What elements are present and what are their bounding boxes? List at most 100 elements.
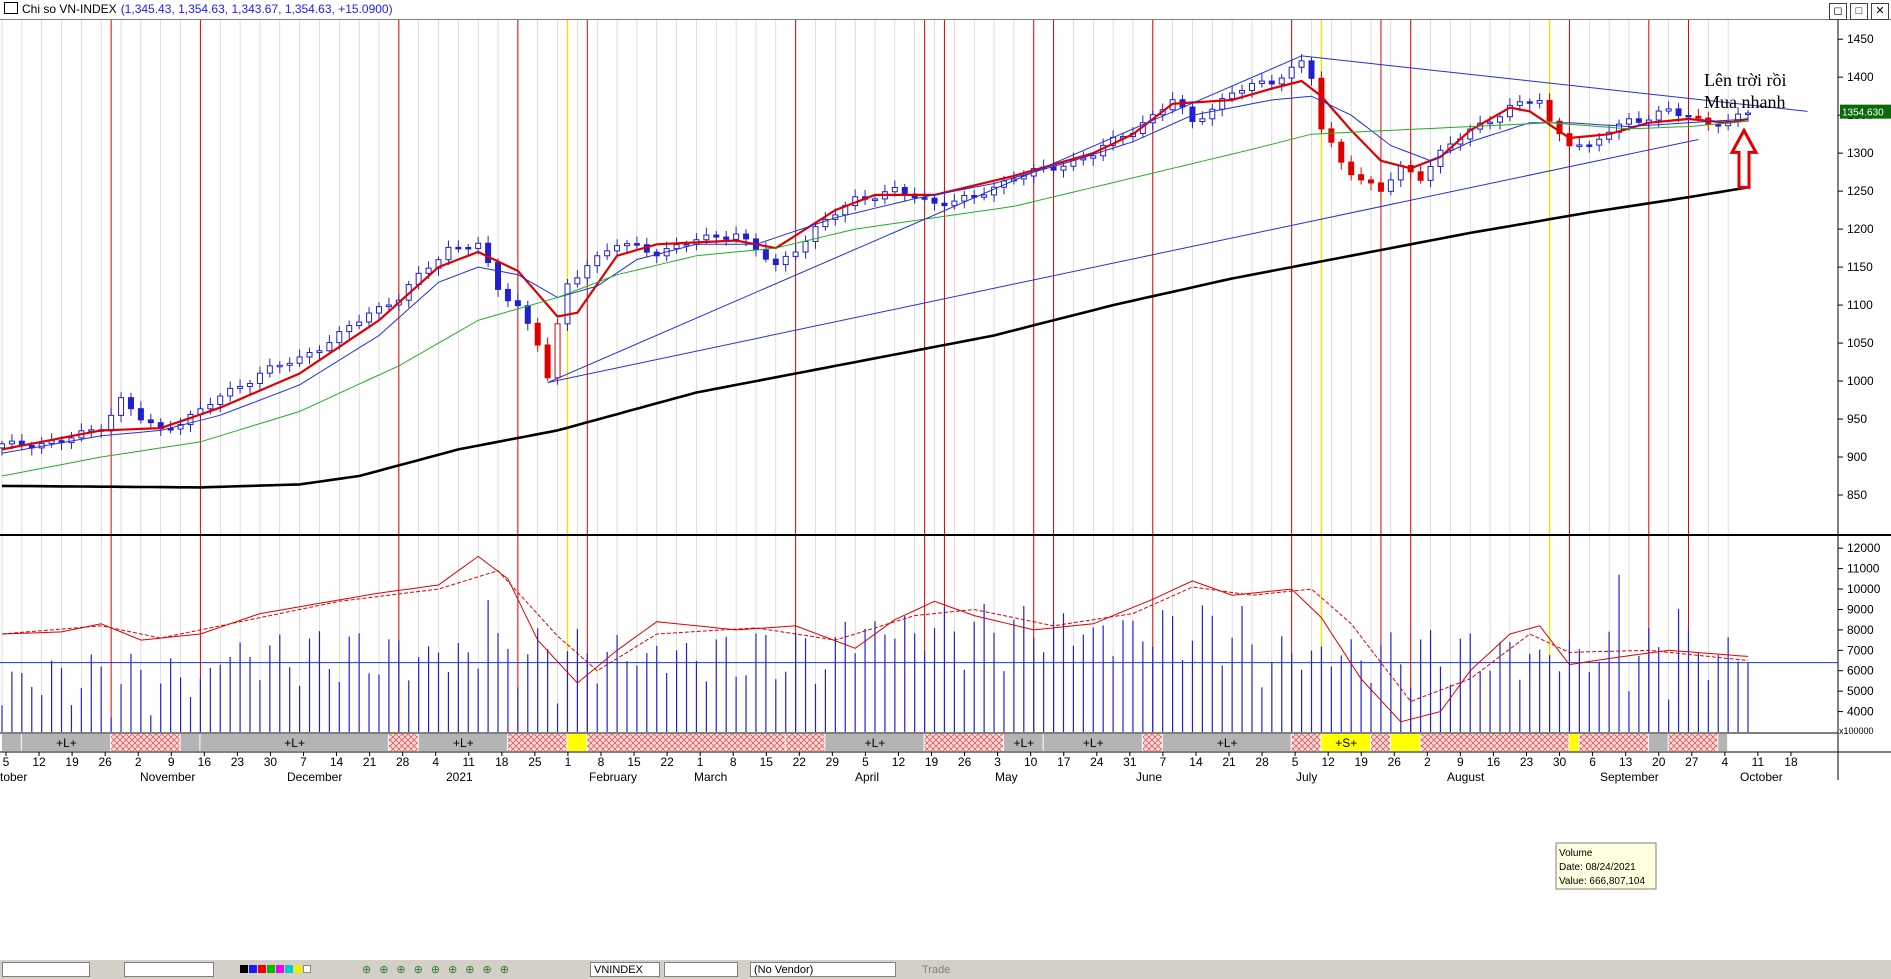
cycle-label: +L+	[1083, 736, 1104, 750]
candle-body	[326, 342, 333, 352]
date-tick-label: 23	[231, 755, 245, 769]
date-tick-label: 26	[958, 755, 972, 769]
cycle-strip: +L+ +L+ +L+ +L+ +L+ +L+ +L+ +S+	[2, 734, 1728, 751]
candle-body	[1745, 112, 1751, 116]
candle-body	[1496, 116, 1503, 123]
candle-body	[534, 322, 541, 346]
date-tick-label: 4	[1721, 755, 1728, 769]
annotation-line-2: Mua nhanh	[1704, 92, 1785, 112]
month-label: September	[1600, 770, 1659, 784]
date-tick-label: 5	[3, 755, 10, 769]
candle-body	[733, 233, 740, 240]
cycle-segment	[1390, 734, 1420, 751]
candle-body	[1090, 155, 1097, 159]
candle-body	[1278, 77, 1285, 85]
toolbar-select-1[interactable]	[2, 962, 90, 977]
trendline	[547, 138, 1699, 384]
date-tick-label: 19	[65, 755, 79, 769]
date-tick-label: 7	[300, 755, 307, 769]
date-tick-label: 6	[1589, 755, 1596, 769]
cycle-label: +L+	[1217, 736, 1238, 750]
candle-body	[594, 255, 601, 267]
candle-body	[782, 255, 789, 266]
candle-body	[951, 200, 958, 207]
date-tick-label: 26	[1388, 755, 1402, 769]
candle-body	[554, 323, 561, 379]
cycle-segment	[1003, 734, 1043, 751]
restore-button[interactable]: ◻	[1829, 3, 1847, 20]
interval-select[interactable]	[664, 962, 738, 977]
candle-body	[1715, 124, 1722, 127]
candle-body	[1487, 121, 1494, 125]
date-tick-label: 30	[264, 755, 278, 769]
month-label: 2021	[446, 770, 473, 784]
candle-body	[1506, 104, 1513, 118]
month-label: April	[855, 770, 879, 784]
candle-body	[237, 385, 244, 389]
symbol-field[interactable]: VNINDEX	[590, 962, 660, 977]
color-palette[interactable]	[240, 964, 312, 976]
cycle-segment	[924, 734, 1003, 751]
candle-body	[1080, 157, 1087, 161]
date-tick-label: 4	[432, 755, 439, 769]
volume-tick-label: 12000	[1847, 541, 1881, 555]
month-label: March	[694, 770, 727, 784]
candle-body	[1556, 120, 1563, 135]
candle-body	[673, 244, 680, 250]
ma-long-line	[1, 186, 1749, 489]
candle-body	[504, 288, 511, 302]
candle-body	[683, 243, 690, 247]
candle-body	[1635, 118, 1642, 123]
date-tick-label: 9	[1457, 755, 1464, 769]
window-title: Chi so VN-INDEX	[22, 2, 117, 16]
cycle-segment	[388, 734, 418, 751]
cycle-segment	[507, 734, 567, 751]
candle-body	[465, 246, 472, 250]
trendline	[1301, 55, 1808, 112]
drawing-tool-icons[interactable]: ⊕⊕⊕⊕⊕⊕⊕⊕⊕	[362, 964, 517, 976]
toolbar-select-2[interactable]	[124, 962, 214, 977]
close-button[interactable]: ✕	[1871, 3, 1889, 20]
cycle-segment	[418, 734, 507, 751]
candle-body	[812, 226, 819, 242]
date-tick-label: 21	[1222, 755, 1236, 769]
price-tick-label: 850	[1847, 488, 1867, 502]
candle-body	[1655, 110, 1662, 121]
candle-body	[514, 300, 521, 307]
trendline	[547, 55, 1302, 384]
cycle-segment	[1371, 734, 1390, 751]
price-tick-label: 1050	[1847, 336, 1874, 350]
price-volume-chart[interactable]: 8509009501000105011001150120012501300135…	[0, 20, 1891, 960]
candle-body	[1377, 182, 1384, 192]
candle-body	[901, 187, 908, 195]
candle-body	[574, 277, 581, 285]
candle-body	[524, 305, 531, 324]
vendor-select[interactable]: (No Vendor)	[750, 962, 896, 977]
price-tick-label: 1150	[1847, 260, 1873, 274]
candle-body	[564, 283, 571, 325]
cycle-segment	[1291, 734, 1321, 751]
cycle-label: +L+	[56, 736, 77, 750]
candle-body	[1209, 108, 1216, 120]
candle-body	[1308, 60, 1315, 79]
candle-body	[137, 408, 144, 421]
candle-body	[872, 198, 878, 201]
candle-body	[1258, 80, 1265, 84]
cycle-segment	[2, 734, 21, 751]
trade-button[interactable]: Trade	[922, 964, 951, 976]
candle-body	[276, 364, 283, 368]
candle-body	[961, 195, 968, 202]
last-price-label: 1354.630	[1842, 108, 1884, 119]
cycle-label: +L+	[1013, 736, 1034, 750]
maximize-button[interactable]: □	[1850, 3, 1868, 20]
cycle-segment	[1648, 734, 1668, 751]
quote-summary: (1,345.43, 1,354.63, 1,343.67, 1,354.63,…	[120, 2, 393, 16]
volume-tick-label: 5000	[1847, 684, 1874, 698]
volume-unit-label: x100000	[1839, 726, 1874, 736]
bottom-toolbar: ⊕⊕⊕⊕⊕⊕⊕⊕⊕ VNINDEX (No Vendor) Trade	[0, 960, 1891, 979]
ma-slow-line	[1, 120, 1749, 477]
candle-body	[167, 428, 174, 431]
date-tick-label: 1	[697, 755, 704, 769]
candle-body	[1318, 77, 1325, 130]
candle-body	[792, 251, 799, 257]
